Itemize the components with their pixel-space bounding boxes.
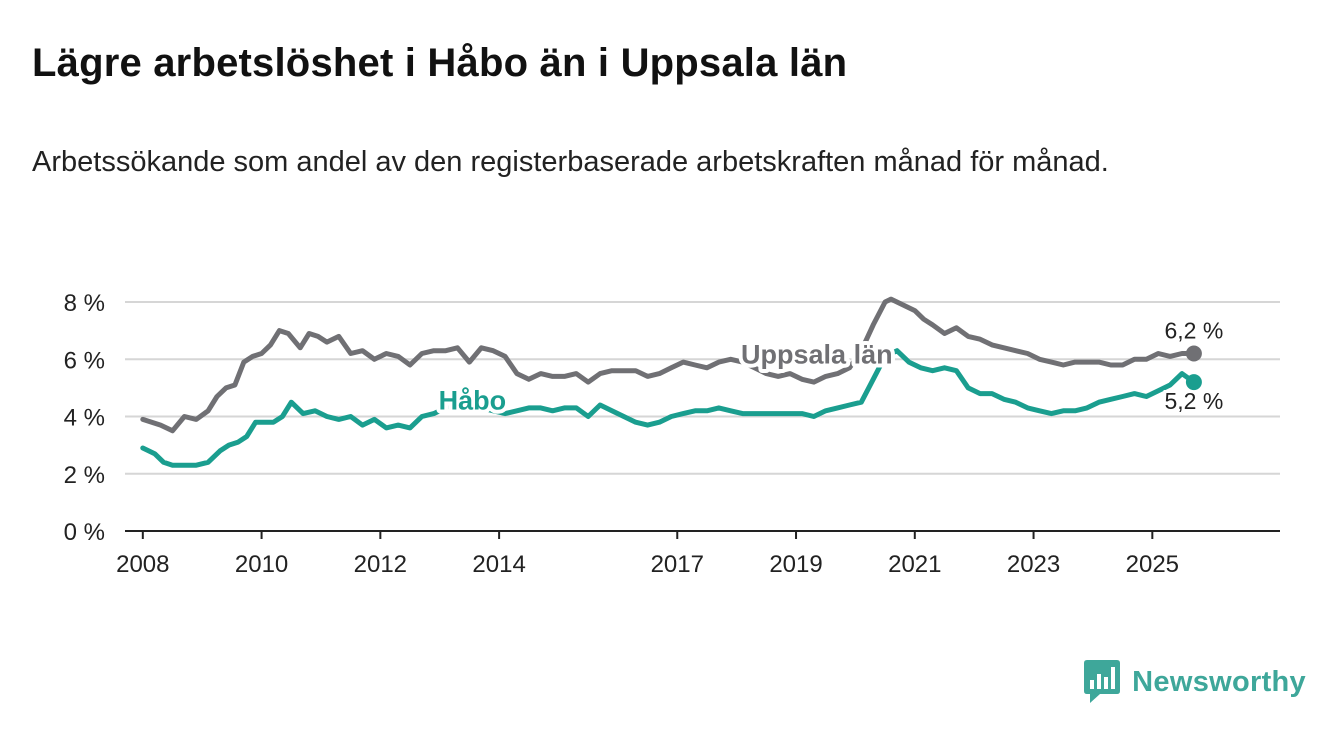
x-tick-label: 2025: [1126, 551, 1179, 578]
chart-title: Lägre arbetslöshet i Håbo än i Uppsala l…: [32, 41, 848, 85]
grid-lines: [125, 301, 1280, 475]
x-tick-label: 2008: [116, 551, 169, 578]
x-tick-label: 2010: [235, 551, 288, 578]
brand-logo: Newsworthy: [1084, 660, 1306, 704]
series-labels: Uppsala län Håbo 6,2 % 5,2 %: [435, 315, 1227, 420]
x-tick-label: 2014: [472, 551, 525, 578]
line-chart: 0 % 2 % 4 % 6 % 8 % 2008 2010 2012 2014 2017 2019…: [64, 290, 1280, 578]
series-end-label: 5,2 %: [1164, 388, 1223, 414]
x-tick-label: 2019: [769, 551, 822, 578]
chart-subtitle: Arbetssökande som andel av den registerb…: [32, 146, 1109, 178]
x-tick-label: 2023: [1007, 551, 1060, 578]
y-tick-label: 4 %: [64, 405, 105, 432]
series-line: [140, 296, 1197, 434]
x-tick-label: 2012: [354, 551, 407, 578]
series-name-label: Håbo: [439, 385, 507, 415]
series-lines: [140, 296, 1197, 468]
series-end-marker: [1185, 374, 1202, 391]
x-tick-label: 2017: [651, 551, 704, 578]
series-line: [140, 348, 1197, 468]
x-axis-labels: 2008 2010 2012 2014 2017 2019 2021 2023 2025: [116, 531, 1179, 578]
series-end-label: 6,2 %: [1164, 318, 1223, 344]
series-name-label: Uppsala län: [741, 339, 893, 369]
series-end-marker: [1185, 345, 1202, 362]
bar-chart-logo-icon: [1084, 660, 1121, 703]
y-axis-labels: 0 % 2 % 4 % 6 % 8 %: [64, 290, 105, 546]
y-tick-label: 8 %: [64, 290, 105, 317]
y-tick-label: 6 %: [64, 347, 105, 374]
y-tick-label: 2 %: [64, 462, 105, 489]
x-tick-label: 2021: [888, 551, 941, 578]
brand-name: Newsworthy: [1132, 665, 1306, 698]
y-tick-label: 0 %: [64, 519, 105, 546]
